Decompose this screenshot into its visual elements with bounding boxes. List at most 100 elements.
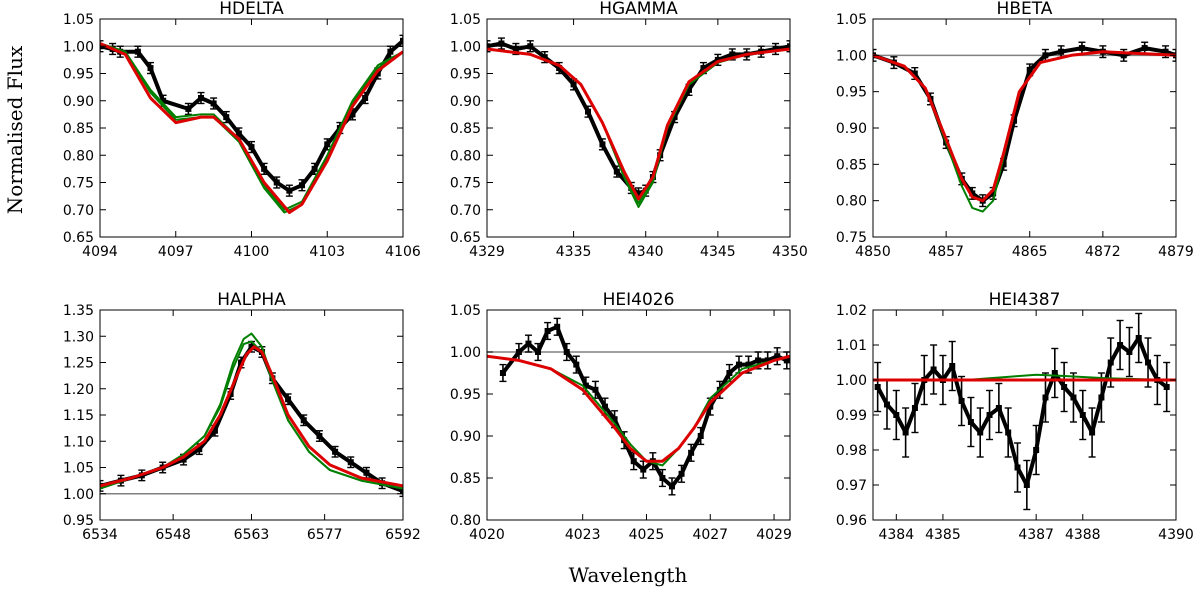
plot-area bbox=[100, 332, 403, 498]
plot-area bbox=[873, 312, 1176, 511]
y-tick-label: 0.95 bbox=[63, 513, 94, 529]
y-tick-label: 1.05 bbox=[63, 12, 94, 28]
model-red-line bbox=[100, 345, 403, 488]
x-tick-label: 6577 bbox=[307, 527, 343, 543]
x-tick-label: 4350 bbox=[772, 244, 808, 260]
panel-title: HEI4026 bbox=[603, 290, 675, 310]
model-red-line bbox=[487, 47, 790, 201]
y-tick-label: 0.95 bbox=[450, 387, 481, 403]
y-tick-label: 0.70 bbox=[450, 203, 481, 219]
panel-hei4387: 4384 4385 4387 4388 4390 0.96 0.97 0.98 0.99 1.00… bbox=[836, 290, 1194, 543]
axes-frame bbox=[99, 18, 404, 238]
x-tick-label: 4027 bbox=[692, 527, 728, 543]
x-tick-label: 4384 bbox=[878, 527, 914, 543]
y-tick-label: 0.90 bbox=[450, 94, 481, 110]
model-green-line bbox=[487, 48, 790, 205]
plot-area bbox=[873, 41, 1176, 213]
y-tick-label: 1.20 bbox=[63, 382, 94, 398]
x-tick-label: 4879 bbox=[1158, 244, 1194, 260]
y-tick-label: 0.96 bbox=[836, 513, 867, 529]
model-red-line bbox=[100, 42, 403, 214]
y-tick-label: 1.02 bbox=[836, 303, 867, 319]
figure-ylabel: Normalised Flux bbox=[3, 45, 27, 214]
panel-title: HDELTA bbox=[219, 0, 284, 19]
model-red-line bbox=[873, 50, 1176, 203]
x-tick-label: 6534 bbox=[82, 527, 118, 543]
y-tick-label: 1.05 bbox=[836, 12, 867, 28]
panel-title: HALPHA bbox=[217, 290, 286, 310]
x-tick-label: 4340 bbox=[628, 244, 664, 260]
axes-frame bbox=[486, 309, 791, 521]
x-tick-label: 4850 bbox=[855, 244, 891, 260]
y-tick-label: 1.05 bbox=[450, 303, 481, 319]
y-tick-label: 0.70 bbox=[63, 203, 94, 219]
observed-spectrum bbox=[875, 336, 1168, 487]
x-tick-label: 6563 bbox=[234, 527, 270, 543]
y-tick-label: 0.65 bbox=[450, 230, 481, 246]
observed-spectrum bbox=[487, 41, 790, 196]
y-tick-label: 1.00 bbox=[63, 487, 94, 503]
model-green-line bbox=[100, 42, 403, 214]
y-tick-label: 0.95 bbox=[836, 85, 867, 101]
plot-area bbox=[487, 317, 790, 496]
x-tick-label: 4865 bbox=[1012, 244, 1048, 260]
x-tick-label: 4100 bbox=[234, 244, 270, 260]
x-tick-label: 4097 bbox=[158, 244, 194, 260]
x-tick-label: 4029 bbox=[756, 527, 792, 543]
data-point bbox=[874, 361, 882, 413]
panel-halpha: 6534 6548 6563 6577 6592 0.95 1.00 1.05 1.10 1.15… bbox=[63, 290, 421, 543]
x-tick-label: 6548 bbox=[155, 527, 191, 543]
panel-title: HEI4387 bbox=[989, 290, 1061, 310]
y-tick-label: 0.80 bbox=[836, 194, 867, 210]
y-tick-label: 0.97 bbox=[836, 478, 867, 494]
y-tick-label: 0.85 bbox=[836, 157, 867, 173]
model-green-line bbox=[487, 48, 790, 208]
y-tick-label: 0.85 bbox=[63, 121, 94, 137]
x-tick-label: 4857 bbox=[928, 244, 964, 260]
y-tick-label: 0.85 bbox=[450, 121, 481, 137]
y-tick-label: 0.90 bbox=[63, 94, 94, 110]
x-tick-label: 4385 bbox=[925, 527, 961, 543]
model-green-line bbox=[100, 42, 403, 211]
y-tick-label: 1.10 bbox=[63, 434, 94, 450]
axes-frame bbox=[872, 309, 1177, 521]
x-tick-label: 4329 bbox=[469, 244, 505, 260]
x-tick-label: 4025 bbox=[629, 527, 665, 543]
figure-xlabel: Wavelength bbox=[569, 563, 688, 587]
y-tick-label: 1.00 bbox=[836, 373, 867, 389]
y-tick-label: 1.01 bbox=[836, 338, 867, 354]
panel-grid: 4094 4097 4100 4103 4106 0.65 0.70 0.75 0.80 0.85… bbox=[63, 0, 1194, 543]
y-tick-label: 0.95 bbox=[450, 67, 481, 83]
panel-hei4026: 4020 4023 4025 4027 4029 0.80 0.85 0.90 0.95 1.00… bbox=[450, 290, 792, 543]
y-tick-label: 1.00 bbox=[450, 39, 481, 55]
panel-title: HGAMMA bbox=[599, 0, 678, 19]
y-tick-label: 1.35 bbox=[63, 303, 94, 319]
y-tick-label: 0.90 bbox=[450, 429, 481, 445]
x-tick-label: 4020 bbox=[469, 527, 505, 543]
y-tick-label: 1.30 bbox=[63, 329, 94, 345]
x-tick-label: 4872 bbox=[1085, 244, 1121, 260]
y-tick-label: 1.15 bbox=[63, 408, 94, 424]
panel-hbeta: 4850 4857 4865 4872 4879 0.75 0.80 0.85 0.90 0.95… bbox=[836, 0, 1194, 260]
y-tick-label: 0.80 bbox=[450, 513, 481, 529]
x-tick-label: 4094 bbox=[82, 244, 118, 260]
panel-title: HBETA bbox=[997, 0, 1053, 19]
y-tick-label: 0.85 bbox=[450, 471, 481, 487]
y-tick-label: 0.75 bbox=[836, 230, 867, 246]
plot-area bbox=[100, 34, 403, 214]
y-tick-label: 0.95 bbox=[63, 67, 94, 83]
x-tick-label: 4023 bbox=[565, 527, 601, 543]
observed-spectrum bbox=[873, 46, 1176, 203]
y-tick-label: 1.00 bbox=[836, 48, 867, 64]
x-tick-label: 4387 bbox=[1018, 527, 1054, 543]
observed-spectrum bbox=[100, 344, 403, 493]
observed-spectrum bbox=[501, 324, 788, 489]
x-tick-label: 4388 bbox=[1065, 527, 1101, 543]
y-tick-label: 0.80 bbox=[63, 148, 94, 164]
x-tick-label: 4390 bbox=[1158, 527, 1194, 543]
plot-area bbox=[487, 37, 790, 208]
x-tick-label: 4345 bbox=[700, 244, 736, 260]
x-tick-label: 4335 bbox=[556, 244, 592, 260]
panel-hdelta: 4094 4097 4100 4103 4106 0.65 0.70 0.75 0.80 0.85… bbox=[63, 0, 421, 260]
y-tick-label: 0.98 bbox=[836, 443, 867, 459]
